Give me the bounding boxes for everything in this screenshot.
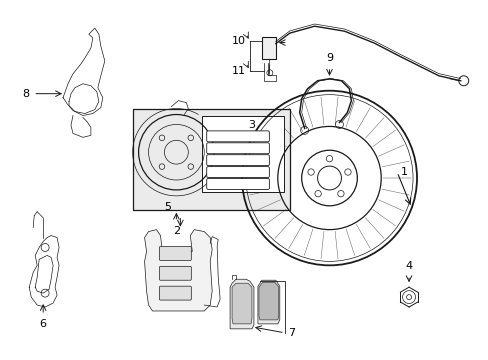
Text: 3: 3 — [248, 121, 255, 130]
Polygon shape — [144, 230, 212, 311]
FancyBboxPatch shape — [206, 143, 269, 154]
Text: 5: 5 — [163, 202, 171, 212]
Polygon shape — [232, 283, 251, 324]
Polygon shape — [230, 279, 253, 329]
FancyBboxPatch shape — [159, 247, 191, 260]
FancyBboxPatch shape — [159, 266, 191, 280]
FancyBboxPatch shape — [159, 286, 191, 300]
FancyBboxPatch shape — [206, 179, 269, 189]
Text: 11: 11 — [231, 66, 245, 76]
FancyBboxPatch shape — [206, 167, 269, 177]
FancyBboxPatch shape — [206, 131, 269, 142]
Bar — [262, 37, 275, 59]
Text: 1: 1 — [400, 167, 407, 177]
Text: 4: 4 — [405, 261, 412, 271]
Polygon shape — [257, 280, 279, 324]
Bar — [132, 109, 289, 210]
Text: 10: 10 — [231, 36, 245, 46]
FancyBboxPatch shape — [206, 155, 269, 166]
Text: 9: 9 — [325, 53, 332, 63]
Text: 6: 6 — [40, 319, 46, 329]
Polygon shape — [258, 282, 278, 320]
Text: 8: 8 — [22, 89, 29, 99]
Bar — [202, 117, 283, 192]
Text: 7: 7 — [287, 328, 294, 338]
Text: 2: 2 — [172, 226, 180, 236]
